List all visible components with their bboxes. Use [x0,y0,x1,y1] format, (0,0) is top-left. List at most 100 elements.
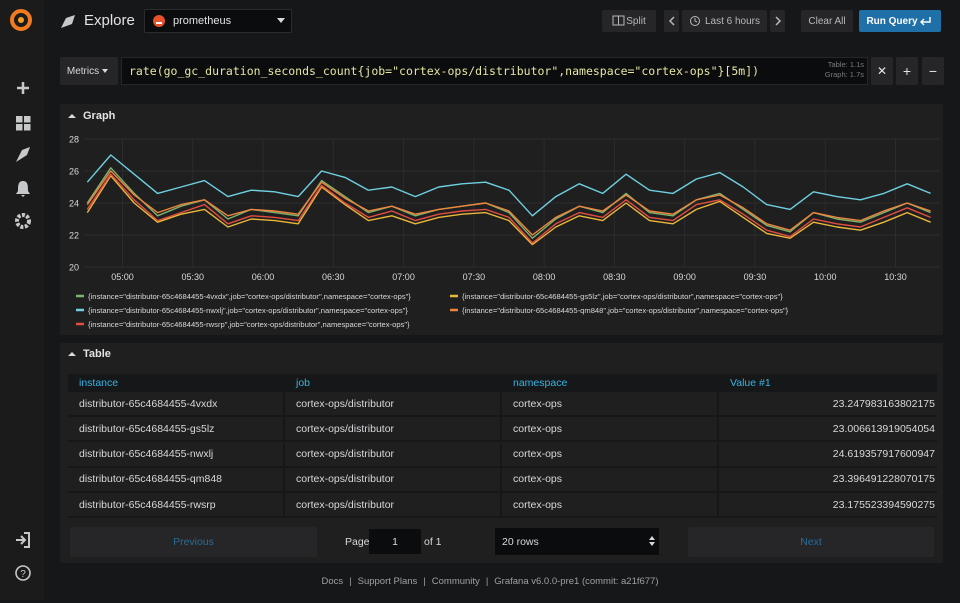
series-line [86,154,931,217]
add-query-button[interactable]: + [896,57,918,85]
time-back-button[interactable] [664,10,679,32]
table-cell: cortex-ops [502,417,719,443]
legend-item[interactable]: {instance="distributor-65c4684455-qm848"… [450,306,789,315]
run-query-label: Run Query [866,15,918,27]
table-row: distributor-65c4684455-rwsrp cortex-ops/d… [68,493,937,519]
table-header-row: instance job namespace Value #1 [68,374,937,392]
table-cell: 23.175523394590275 [719,493,937,519]
split-icon [612,15,625,26]
footer-separator: | [423,576,426,587]
time-picker[interactable]: Last 6 hours [682,10,767,32]
legend-item[interactable]: {instance="distributor-65c4684455-gs5lz"… [450,292,783,301]
time-range: Last 6 hours [704,15,761,27]
graph-stat: Graph: 1.7s [824,70,864,79]
query-field[interactable]: rate(go_gc_duration_seconds_count{job="c… [121,57,868,85]
previous-label: Previous [173,536,214,548]
query-stats: Table: 1.1s Graph: 1.7s [825,60,864,80]
legend-label: {instance="distributor-65c4684455-gs5lz"… [462,292,783,301]
help-icon[interactable]: ? [15,565,31,581]
clear-all-button[interactable]: Clear All [801,10,853,32]
table-header-cell[interactable]: instance [68,374,285,392]
dashboards-icon[interactable] [16,116,31,131]
table-cell: cortex-ops/distributor [285,467,502,493]
chevron-right [774,16,781,26]
caret [102,69,109,73]
previous-button[interactable]: Previous [70,527,317,557]
enter-icon [919,17,931,26]
table-cell: 23.396491228070175 [719,468,937,493]
page-title: Explore [84,12,135,29]
y-tick-label: 22 [69,231,79,241]
table-cell: cortex-ops [502,467,719,493]
page-label: Page [345,536,370,548]
table-cell: 24.619357917600947 [719,443,937,468]
table-row: distributor-65c4684455-gs5lz cortex-ops/d… [68,417,937,443]
page-number: 1 [392,535,398,548]
x-tick-label: 05:00 [111,272,134,282]
svg-text:?: ? [20,569,26,580]
table-cell: cortex-ops/distributor [285,442,502,468]
x-tick-label: 09:30 [744,272,767,282]
create-icon[interactable] [17,82,29,94]
legend-label: {instance="distributor-65c4684455-qm848"… [462,306,789,315]
sidebar: ? [0,0,44,600]
next-button[interactable]: Next [688,527,934,557]
grafana-logo[interactable] [10,9,32,31]
x-tick-label: 10:30 [884,272,907,282]
x-tick-label: 06:30 [322,272,345,282]
query-expression: rate(go_gc_duration_seconds_count{job="c… [129,64,760,78]
table-row: distributor-65c4684455-qm848 cortex-ops/d… [68,467,937,493]
sign-in-icon[interactable] [16,532,30,548]
table-header-cell[interactable]: Value #1 [719,374,937,392]
footer-separator: | [349,576,352,587]
explore-icon[interactable] [16,147,30,162]
clock-icon [689,16,700,26]
table-cell: distributor-65c4684455-4vxdx [68,392,285,417]
rows-label: 20 rows [502,535,539,548]
legend-item[interactable]: {instance="distributor-65c4684455-4vxdx"… [76,292,411,301]
collapse-caret[interactable] [68,113,76,119]
x-tick-label: 10:00 [814,272,837,282]
run-query-button[interactable]: Run Query [859,10,941,32]
table-header-cell[interactable]: namespace [502,374,719,392]
table-header-cell[interactable]: job [285,374,502,392]
footer-separator: | [485,576,489,587]
table-cell: cortex-ops [502,493,719,519]
metrics-label: Metrics [66,65,100,77]
rows-select[interactable]: 20 rows [495,528,659,555]
footer-link[interactable]: Support Plans [357,576,418,587]
metrics-button[interactable]: Metrics [60,57,118,85]
select-arrows [649,536,655,546]
remove-query-button[interactable]: ✕ [871,57,893,85]
table-cell: distributor-65c4684455-nwxlj [68,442,285,468]
datasource-picker[interactable]: prometheus [144,9,292,33]
legend-item[interactable]: {instance="distributor-65c4684455-nwxlj"… [76,306,408,315]
collapse-query-button[interactable]: − [922,57,944,85]
graph-chart: 20 22 24 26 28 05:00 05:30 06:00 06:30 07:00 07:30… [69,135,940,329]
x-tick-label: 08:30 [603,272,626,282]
table-cell: cortex-ops [502,392,719,417]
split-button[interactable]: Split [602,10,656,32]
legend-label: {instance="distributor-65c4684455-4vxdx"… [88,292,411,301]
footer-link[interactable]: Docs [321,576,344,587]
alerting-icon[interactable] [16,181,30,197]
legend-item[interactable]: {instance="distributor-65c4684455-rwsrp"… [76,320,410,329]
table-cell: cortex-ops/distributor [285,417,502,443]
y-tick-label: 26 [69,167,79,177]
table-cell: cortex-ops/distributor [285,392,502,417]
series-line [86,173,931,244]
chevron-left [668,16,675,26]
x-tick-label: 07:30 [463,272,486,282]
time-forward-button[interactable] [770,10,785,32]
y-tick-label: 20 [69,263,79,273]
footer-link: Grafana v6.0.0-pre1 (commit: a21f677) [494,576,659,587]
config-icon[interactable] [15,213,31,229]
caret [277,18,285,23]
collapse-caret[interactable] [68,351,76,357]
page-input[interactable]: 1 [369,529,421,554]
table-cell: 23.247983163802175 [719,392,937,417]
y-tick-label: 28 [69,135,79,145]
table-cell: cortex-ops/distributor [285,493,502,519]
footer-link[interactable]: Community [431,576,480,587]
